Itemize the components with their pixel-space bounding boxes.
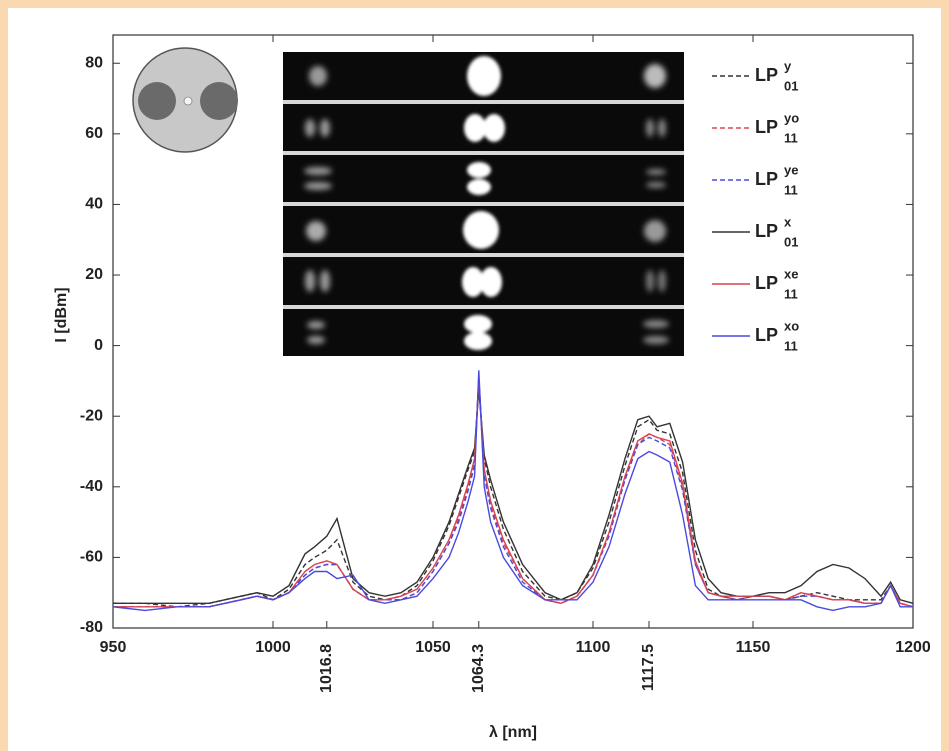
x-tick-label: 1150: [736, 639, 771, 656]
y-tick-label: 80: [85, 54, 103, 71]
plot-frame: [112, 34, 914, 629]
y-tick-label: -40: [80, 478, 103, 495]
x-tick-label: 1200: [895, 639, 931, 656]
y-tick-label: 60: [85, 125, 103, 142]
legend-subscript: 11: [784, 338, 798, 353]
legend-superscript: ye: [784, 162, 798, 177]
x-tick-label: 1100: [576, 639, 611, 656]
legend-subscript: 11: [784, 286, 798, 301]
legend-superscript: y: [784, 58, 792, 73]
legend-subscript: 01: [784, 78, 798, 93]
y-tick-label: 20: [85, 266, 103, 283]
legend-label: LP: [755, 273, 778, 293]
legend-superscript: yo: [784, 110, 799, 125]
y-axis-label: I [dBm]: [53, 287, 70, 342]
y-tick-label: -60: [80, 549, 103, 566]
x-tick-label: 950: [100, 639, 127, 656]
legend-subscript: 01: [784, 234, 798, 249]
fiber-cross-section: [132, 47, 238, 153]
legend-superscript: xo: [784, 318, 799, 333]
peak-tick-label: 1064.3: [470, 644, 487, 693]
legend-label: LP: [755, 325, 778, 345]
peak-tick-label: 1016.8: [318, 644, 335, 693]
series-line: [112, 370, 913, 612]
legend-subscript: 11: [784, 182, 798, 197]
y-tick-label: 0: [94, 337, 103, 354]
legend-label: LP: [755, 169, 778, 189]
legend-label: LP: [755, 117, 778, 137]
x-tick-label: 1000: [255, 639, 291, 656]
series-line: [113, 387, 914, 604]
y-tick-label: 40: [85, 196, 103, 213]
legend-superscript: xe: [784, 266, 798, 281]
legend-superscript: x: [784, 214, 792, 229]
peak-tick-label: 1117.5: [640, 644, 657, 691]
y-tick-label: -80: [80, 619, 103, 636]
legend-subscript: 11: [784, 130, 798, 145]
legend-label: LP: [755, 65, 778, 85]
x-axis-label: λ [nm]: [489, 724, 537, 741]
series-line: [113, 377, 914, 608]
mode-images: [283, 52, 684, 356]
y-tick-label: -20: [80, 407, 103, 424]
x-tick-label: 1050: [415, 639, 451, 656]
legend-label: LP: [755, 221, 778, 241]
